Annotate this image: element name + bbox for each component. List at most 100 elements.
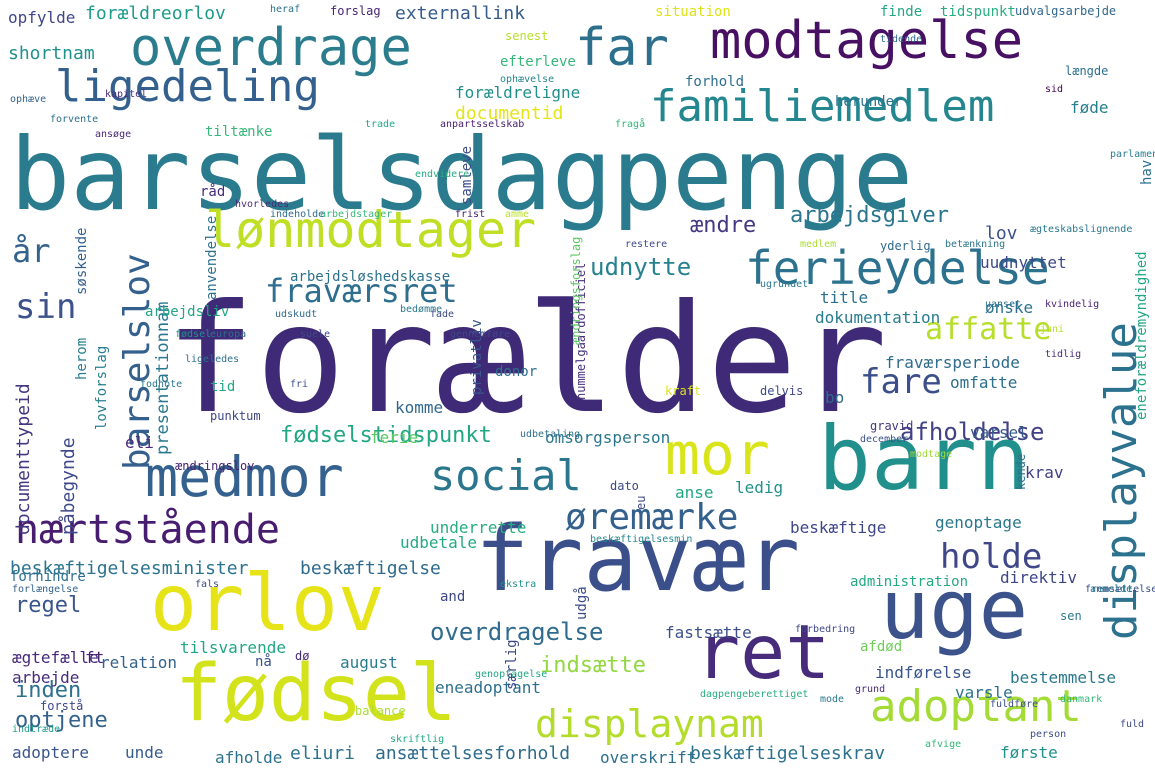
word-161: ansøge [95,129,132,140]
word-101: documentid [455,103,564,124]
word-61: adoptere [12,743,90,762]
word-124: forstå [40,699,84,713]
word-67: eneadoptant [435,678,541,697]
word-96: donor [495,364,538,380]
word-29: affatte [925,312,1052,347]
word-183: europa [210,329,247,340]
word-120: forhindre [10,569,86,585]
word-123: dø [295,649,310,663]
word-75: genoptage [935,513,1022,532]
word-24: fraværsret [265,272,458,310]
word-0: forælder [165,273,888,447]
word-8: mor [665,420,770,488]
word-5: orlov [150,559,385,649]
word-88: tid [210,379,236,395]
word-108: efterleve [500,54,576,70]
word-186: fade [430,309,455,320]
word-56: overskrift [600,748,697,767]
word-154: endvidere [415,169,470,180]
word-12: far [575,18,669,78]
word-143: ægteskabslignende [1030,224,1133,235]
word-146: betænkning [945,239,1006,250]
word-35: fødselstidspunkt [280,423,492,448]
word-70: varsle [955,683,1013,702]
word-112: tidspunkt [940,4,1016,20]
word-149: frist [455,209,486,220]
word-50: uudnyttet [980,253,1067,272]
word-26: fare [860,362,942,402]
word-81: krav [1025,463,1064,482]
word-53: beskæftigelse [300,558,441,579]
word-170: afvige [925,739,962,750]
word-117: føde [1070,98,1109,117]
word-77: underrette [430,518,527,537]
word-34: ændre [690,213,757,238]
word-64: relation [100,653,178,672]
word-125: balance [355,704,406,718]
word-95: arbejdsløshedskasse [290,269,451,285]
word-109: senest [505,29,549,43]
word-174: fuld [1120,719,1145,730]
word-118: hav [1139,159,1155,185]
word-139: kvindelig [1045,299,1100,310]
word-23: øremærke [565,497,739,538]
word-179: skriftlig [390,734,445,745]
word-110: situation [655,4,731,20]
word-126: særlig [504,639,520,690]
word-33: arbejdsgiver [790,203,949,228]
word-27: sin [15,287,77,327]
word-135: dato [610,479,639,493]
word-62: arbejde [12,668,80,687]
word-182: fals [195,579,220,590]
word-74: administration [850,574,969,590]
word-72: afdød [860,639,903,655]
word-1: barselsdagpenge [10,116,914,233]
word-16: ligedeling [55,61,320,112]
word-79: anse [675,483,714,502]
word-93: søskende [74,227,90,295]
word-57: første [1000,743,1058,762]
word-71: fastsætte [665,623,752,642]
word-172: anmelde [1090,584,1133,595]
word-156: anpartsselskab [440,119,525,130]
word-189: fødsel [175,329,212,340]
word-184: suele [300,329,331,340]
word-38: optjene [15,708,108,733]
word-194: udbetaling [520,429,581,440]
word-141: juni [1040,324,1065,335]
word-83: komme [395,398,444,417]
word-66: august [340,653,398,672]
word-85: ferie [370,428,419,447]
word-133: december [860,434,909,445]
word-127: udgå [574,586,590,620]
word-2: fravær [475,507,801,612]
word-69: bestemmelse [1010,668,1116,687]
word-115: herunder [835,94,903,110]
word-6: fødsel [175,649,457,739]
word-188: udskudt [275,309,318,320]
word-28: år [12,232,51,270]
word-78: udbetale [400,533,478,552]
word-37: inden [15,678,82,703]
word-52: beskæftigelsesminister [10,558,249,579]
word-102: forældreligne [455,83,581,102]
word-152: parlament [1110,149,1155,160]
word-181: forlængelse [12,584,79,595]
word-167: mode [820,694,845,705]
word-168: grund [855,684,886,695]
word-116: længde [1065,64,1109,78]
word-18: nærtstående [15,507,280,553]
word-169: modtage [910,449,953,460]
word-175: ekstra [500,579,537,590]
word-173: danmark [1060,694,1103,705]
word-44: title [820,288,869,307]
word-59: afholde [215,748,283,767]
word-30: afholdelse [900,418,1045,446]
word-49: ønske [985,298,1034,317]
word-180: indtræde [12,724,61,735]
word-46: fraværsperiode [885,353,1020,372]
word-68: indførelse [875,663,972,682]
word-192: fri [290,379,309,390]
word-155: kapitel [105,89,148,100]
word-160: forvente [50,114,99,125]
